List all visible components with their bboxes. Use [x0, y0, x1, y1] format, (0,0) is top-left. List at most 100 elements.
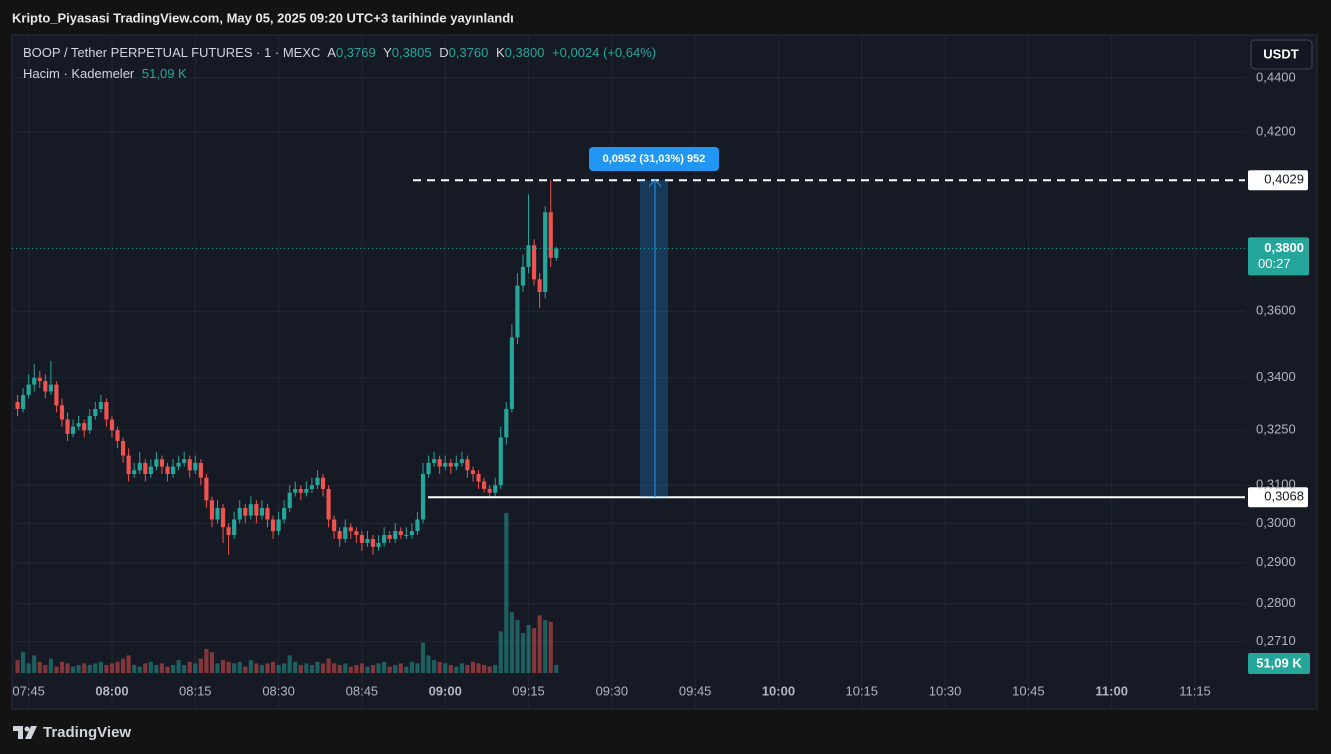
volume-bar — [159, 663, 165, 673]
candle-body — [343, 527, 348, 539]
logo-part — [13, 726, 23, 739]
volume-bar — [193, 663, 198, 673]
volume-bar — [226, 661, 231, 673]
candle-body — [443, 462, 448, 467]
candle-body — [487, 488, 492, 493]
volume-bar — [137, 666, 142, 673]
x-tick-label: 07:45 — [12, 683, 45, 698]
volume-bar — [526, 625, 531, 673]
last-price-box — [1248, 237, 1309, 276]
volume-bar — [476, 663, 481, 673]
high-label: Y — [383, 45, 392, 60]
volume-bar — [470, 661, 476, 673]
volume-bar — [71, 666, 76, 673]
currency-button-label[interactable]: USDT — [1263, 46, 1298, 61]
candle-body — [304, 488, 309, 493]
volume-bar — [337, 665, 342, 673]
volume-bar — [132, 665, 137, 673]
low-value: 0,3760 — [449, 45, 489, 60]
candle-body — [198, 462, 203, 478]
volume-bar — [59, 661, 65, 673]
low-label: D — [439, 45, 448, 60]
volume-bar — [43, 665, 48, 673]
candle-body — [493, 485, 498, 493]
volume-bar — [443, 663, 448, 673]
volume-bar — [298, 665, 303, 673]
candle-body — [254, 504, 259, 516]
volume-bar — [354, 665, 359, 673]
candle-body — [109, 419, 115, 431]
candle-body — [120, 441, 126, 456]
candle-body — [226, 527, 231, 536]
candle-body — [270, 519, 276, 532]
candle-body — [76, 423, 81, 427]
volume-bar — [437, 661, 442, 673]
volume-bar — [320, 663, 326, 673]
candle-body — [309, 485, 315, 489]
candle-body — [98, 401, 103, 409]
candle-body — [265, 507, 270, 520]
candle-body — [154, 459, 159, 467]
candle-body — [504, 408, 509, 438]
y-tick-label: 0,3400 — [1256, 369, 1296, 384]
y-tick-label: 0,3100 — [1256, 477, 1296, 492]
candle-body — [59, 405, 65, 420]
volume-bar — [498, 631, 503, 673]
currency-button-frame[interactable] — [1250, 39, 1313, 70]
volume-bar — [32, 655, 37, 673]
volume-legend: Hacim · Kademeler 51,09 K — [23, 66, 187, 81]
candle-body — [437, 459, 442, 467]
volume-bar — [243, 666, 248, 673]
volume-bar — [165, 666, 170, 673]
volume-bar — [287, 655, 292, 673]
volume-bar — [398, 663, 403, 673]
volume-bar — [265, 663, 270, 673]
candle-body — [398, 531, 403, 536]
candle-body — [115, 430, 120, 442]
volume-bar — [237, 661, 242, 673]
x-tick-label: 11:00 — [1095, 683, 1128, 698]
candle-body — [465, 459, 470, 471]
x-tick-label: 08:30 — [262, 683, 295, 698]
x-tick-label: 10:00 — [762, 683, 795, 698]
volume-bar — [48, 658, 53, 673]
volume-bar — [548, 621, 553, 673]
candle-body — [170, 466, 176, 474]
volume-bar — [87, 665, 92, 673]
candle-body — [298, 488, 303, 493]
volume-bar — [343, 663, 348, 673]
candle-body — [348, 527, 353, 532]
y-tick-label: 0,2900 — [1256, 554, 1296, 569]
currency-button[interactable]: USDT — [1250, 39, 1313, 70]
volume-bar — [276, 665, 281, 673]
volume-legend-name: Hacim · Kademeler — [23, 66, 135, 81]
volume-bar — [21, 652, 26, 673]
y-tick-label: 0,3000 — [1256, 515, 1296, 530]
y-tick-label: 0,2800 — [1256, 595, 1296, 610]
volume-bar — [215, 663, 220, 673]
open-label: A — [327, 45, 336, 60]
volume-bar — [143, 663, 148, 673]
candle-body — [143, 462, 148, 474]
candle-body — [215, 507, 220, 520]
y-tick-label: 0,2710 — [1256, 633, 1296, 648]
volume-bar — [365, 666, 370, 673]
candle-body — [537, 279, 542, 293]
candle-body — [454, 462, 459, 467]
candle-body — [426, 462, 431, 474]
volume-bar — [487, 666, 492, 673]
volume-bar — [382, 661, 387, 673]
volume-bar — [332, 663, 337, 673]
candle-body — [459, 459, 464, 463]
candle-body — [509, 337, 514, 409]
volume-bar — [232, 663, 237, 673]
x-tick-label: 09:30 — [596, 683, 629, 698]
candle-body — [409, 531, 414, 536]
volume-bar — [409, 661, 414, 673]
candle-body — [132, 470, 137, 474]
volume-bar — [504, 513, 509, 673]
volume-bar — [509, 612, 514, 673]
x-tick-label: 09:45 — [679, 683, 712, 698]
x-tick-label: 08:45 — [346, 683, 379, 698]
